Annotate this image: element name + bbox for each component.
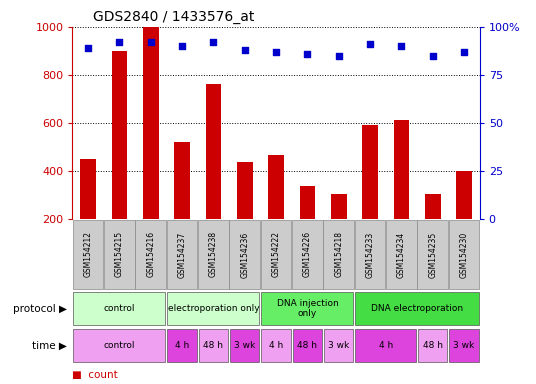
Text: GSM154235: GSM154235 (428, 231, 437, 278)
Bar (174, 142, 190, 219)
Text: 3 wk: 3 wk (453, 341, 475, 350)
Text: GSM154234: GSM154234 (397, 231, 406, 278)
Bar (198, 220, 229, 289)
Bar (73, 292, 166, 325)
Text: GSM154230: GSM154230 (459, 231, 468, 278)
Bar (300, 187, 315, 219)
Bar (167, 220, 197, 289)
Bar (355, 292, 479, 325)
Bar (355, 329, 416, 362)
Bar (292, 220, 323, 289)
Text: 4 h: 4 h (269, 341, 283, 350)
Bar (324, 329, 353, 362)
Bar (393, 121, 409, 219)
Point (272, 49, 280, 55)
Text: 4 h: 4 h (175, 341, 189, 350)
Bar (262, 329, 291, 362)
Bar (268, 155, 284, 219)
Text: 4 h: 4 h (378, 341, 393, 350)
Bar (262, 292, 353, 325)
Text: GSM154226: GSM154226 (303, 231, 312, 278)
Text: GSM154218: GSM154218 (334, 232, 343, 277)
Bar (73, 329, 166, 362)
Text: 48 h: 48 h (423, 341, 443, 350)
Point (146, 39, 155, 45)
Text: control: control (103, 341, 135, 350)
Bar (456, 171, 472, 219)
Text: DNA injection
only: DNA injection only (277, 299, 338, 318)
Text: electroporation only: electroporation only (168, 304, 259, 313)
Point (428, 53, 437, 59)
Text: DNA electroporation: DNA electroporation (371, 304, 463, 313)
Point (178, 43, 187, 49)
Text: GSM154238: GSM154238 (209, 231, 218, 278)
Bar (418, 220, 448, 289)
Point (334, 53, 343, 59)
Bar (449, 329, 479, 362)
Bar (111, 51, 127, 219)
Bar (143, 27, 159, 219)
Bar (331, 194, 347, 219)
Point (115, 39, 124, 45)
Text: GSM154233: GSM154233 (366, 231, 375, 278)
Bar (293, 329, 322, 362)
Bar (230, 329, 259, 362)
Bar (362, 125, 378, 219)
Bar (229, 220, 260, 289)
Text: GSM154212: GSM154212 (84, 232, 93, 277)
Text: ■  count: ■ count (72, 370, 118, 380)
Text: GSM154215: GSM154215 (115, 231, 124, 278)
Bar (136, 220, 166, 289)
Bar (355, 220, 385, 289)
Bar (323, 220, 354, 289)
Text: GSM154216: GSM154216 (146, 231, 155, 278)
Bar (104, 220, 135, 289)
Text: control: control (103, 304, 135, 313)
Text: GDS2840 / 1433576_at: GDS2840 / 1433576_at (93, 10, 254, 25)
Bar (418, 329, 448, 362)
Text: 48 h: 48 h (203, 341, 224, 350)
Bar (167, 292, 259, 325)
Bar (449, 220, 479, 289)
Bar (260, 220, 292, 289)
Text: 48 h: 48 h (297, 341, 317, 350)
Text: protocol ▶: protocol ▶ (13, 303, 67, 314)
Text: GSM154222: GSM154222 (272, 232, 280, 277)
Bar (80, 159, 96, 219)
Point (366, 41, 374, 47)
Text: GSM154236: GSM154236 (240, 231, 249, 278)
Point (397, 43, 406, 49)
Text: 3 wk: 3 wk (234, 341, 255, 350)
Text: 3 wk: 3 wk (328, 341, 349, 350)
Point (209, 39, 218, 45)
Bar (167, 329, 197, 362)
Point (84, 45, 92, 51)
Bar (73, 220, 103, 289)
Point (303, 51, 311, 57)
Bar (205, 84, 221, 219)
Bar (237, 162, 252, 219)
Point (460, 49, 468, 55)
Bar (386, 220, 416, 289)
Point (241, 47, 249, 53)
Bar (425, 194, 441, 219)
Bar (199, 329, 228, 362)
Text: GSM154237: GSM154237 (177, 231, 187, 278)
Text: time ▶: time ▶ (32, 341, 67, 351)
